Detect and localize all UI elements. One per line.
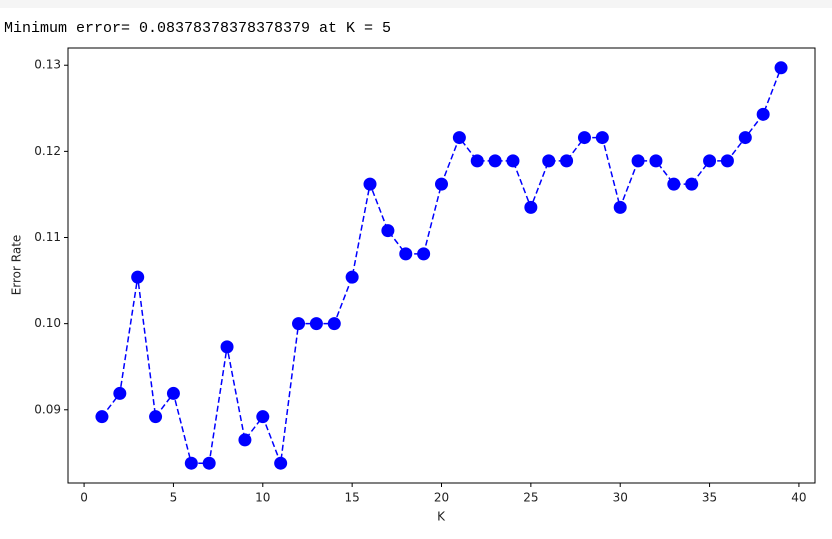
marker [417,247,431,261]
marker [738,131,752,145]
marker [202,456,216,470]
marker [238,433,252,447]
marker [274,456,288,470]
x-tick-label: 30 [613,491,628,505]
marker [703,154,717,168]
line [101,67,782,464]
y-tick-label: 0.11 [34,230,61,244]
x-tick-label: 15 [345,491,360,505]
marker [309,317,323,331]
x-axis-label: K [437,510,446,524]
marker [667,177,681,191]
marker [166,386,180,400]
marker [113,386,127,400]
marker [524,200,538,214]
marker [452,131,466,145]
marker [327,317,341,331]
marker [488,154,502,168]
y-tick-label: 0.13 [34,58,61,72]
x-tick-label: 0 [80,491,88,505]
marker [506,154,520,168]
marker [560,154,574,168]
marker [720,154,734,168]
marker [184,456,198,470]
marker [756,107,770,121]
marker [363,177,377,191]
marker [542,154,556,168]
marker [435,177,448,191]
marker [577,131,591,145]
y-tick-label: 0.12 [34,144,61,158]
marker [292,317,306,331]
marker [220,340,234,354]
y-tick-label: 0.09 [34,402,61,416]
marker [131,270,145,284]
marker [345,270,359,284]
y-tick-label: 0.10 [34,316,61,330]
x-tick-label: 35 [702,491,717,505]
marker [774,61,788,75]
x-tick-label: 25 [523,491,538,505]
x-tick-label: 5 [170,491,178,505]
x-tick-label: 40 [791,491,806,505]
marker [256,410,270,424]
marker [399,247,413,261]
marker [595,131,609,145]
marker [95,410,109,424]
output-text: Minimum error= 0.08378378378378379 at K … [4,20,391,37]
cell-border [0,0,832,8]
marker [613,200,627,214]
marker [631,154,645,168]
x-tick-label: 10 [255,491,270,505]
marker [381,224,395,238]
marker [470,154,484,168]
marker [649,154,663,168]
x-tick-label: 20 [434,491,449,505]
marker [149,410,163,424]
marker [685,177,699,191]
y-axis-label: Error Rate [10,235,24,296]
